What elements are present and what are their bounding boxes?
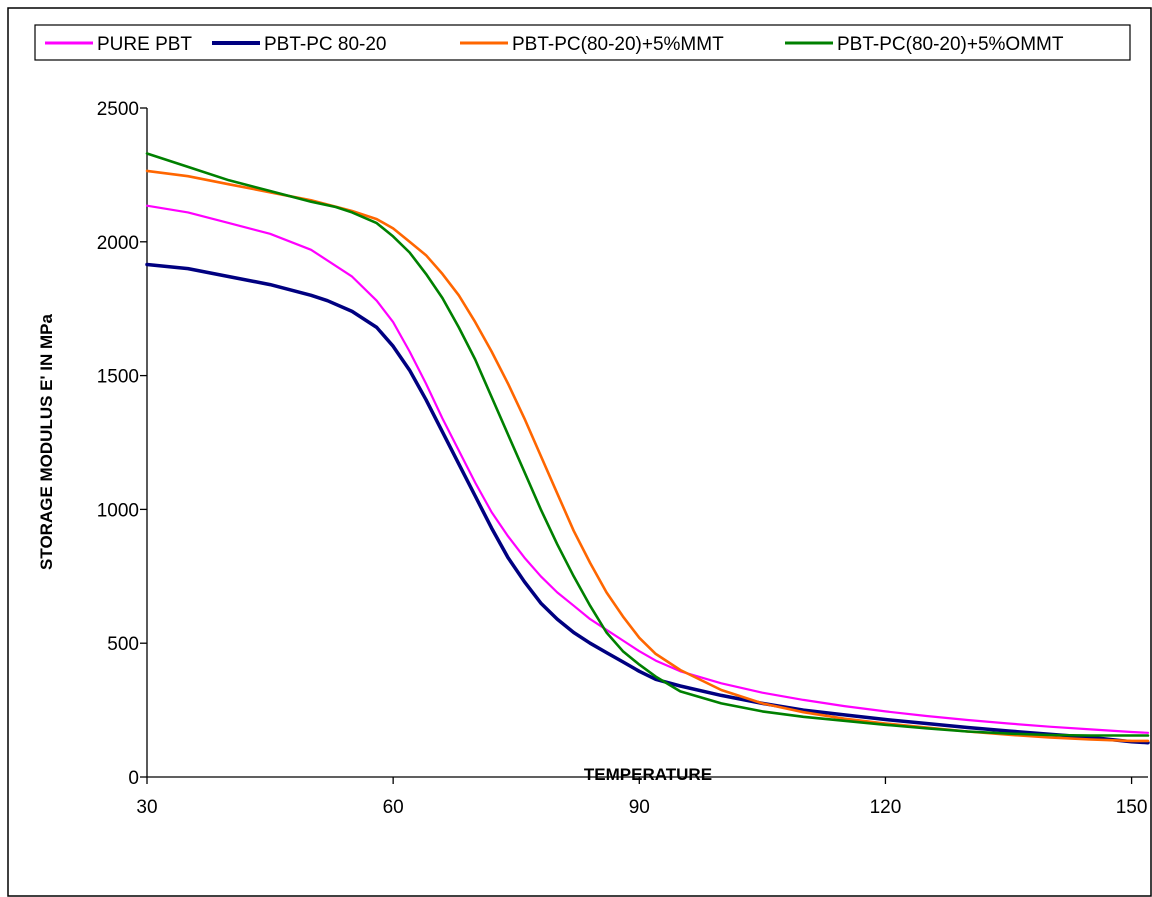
x-tick-label: 120 [870, 797, 902, 818]
x-tick-label: 60 [383, 797, 404, 818]
legend-label-3: PBT-PC(80-20)+5%MMT [512, 34, 724, 55]
x-tick-label: 30 [136, 797, 157, 818]
series-lines [145, 152, 1150, 745]
chart-area-border [7, 7, 1152, 897]
y-tick-label: 2500 [97, 99, 139, 120]
legend-items: PURE PBT PBT-PC 80-20 PBT-PC(80-20)+5%MMT P… [45, 34, 1064, 55]
y-tick-label: 2000 [97, 233, 139, 254]
legend-label-2: PBT-PC 80-20 [264, 34, 387, 55]
series-line-4 [145, 152, 1150, 737]
axes: 0 500 1000 1500 2000 2500 30 60 90 120 150 [97, 99, 1148, 818]
y-tick-label: 0 [128, 768, 139, 789]
x-tick-label: 150 [1116, 797, 1148, 818]
series-line-2 [145, 262, 1150, 745]
y-tick-label: 500 [107, 634, 139, 655]
y-tick-label: 1000 [97, 500, 139, 521]
legend: PURE PBT PBT-PC 80-20 PBT-PC(80-20)+5%MMT P… [34, 24, 1131, 61]
legend-label-4: PBT-PC(80-20)+5%OMMT [837, 34, 1064, 55]
y-tick-label: 1500 [97, 367, 139, 388]
series-line-1 [145, 204, 1150, 734]
y-axis-title: STORAGE MODULUS E' IN MPa [37, 313, 56, 569]
x-axis-title: TEMPERATURE [584, 765, 712, 784]
legend-label-1: PURE PBT [97, 34, 192, 55]
x-tick-label: 90 [629, 797, 650, 818]
